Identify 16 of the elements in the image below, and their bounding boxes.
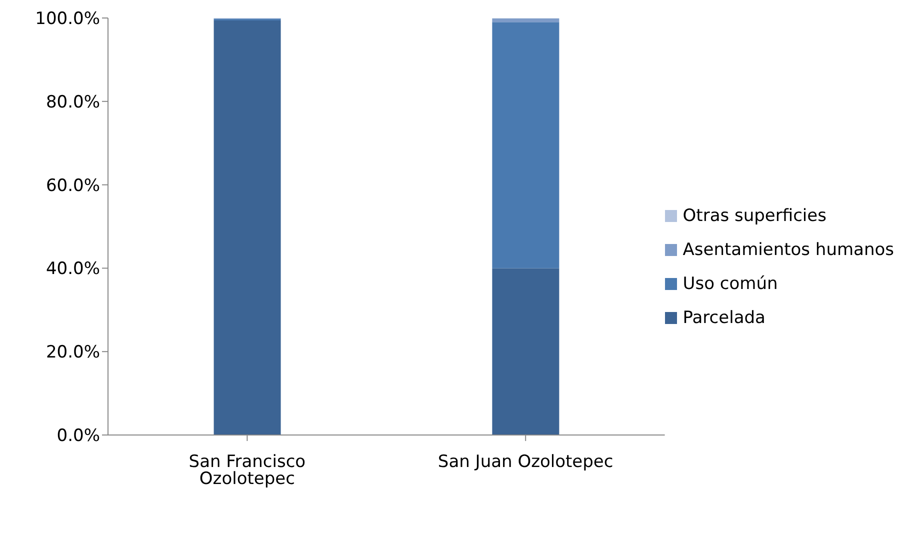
legend-label: Parcelada (682, 308, 766, 328)
x-tick-label: San Juan Ozolotepec (438, 452, 614, 472)
y-tick-label: 20.0% (46, 342, 100, 363)
legend-label: Asentamientos humanos (682, 240, 894, 260)
bar (214, 20, 281, 435)
y-tick-label: 80.0% (46, 92, 100, 112)
bar (492, 22, 560, 268)
y-tick-label: 60.0% (46, 176, 100, 196)
legend-label: Otras superficies (682, 206, 826, 226)
bar (492, 18, 560, 22)
legend-label: Uso común (682, 274, 778, 294)
y-tick-label: 100.0% (35, 9, 100, 30)
bar (492, 268, 560, 435)
y-tick-label: 0.0% (56, 426, 100, 446)
x-tick-label: San Francisco Ozolotepec (188, 452, 306, 490)
y-tick-label: 40.0% (46, 259, 100, 280)
